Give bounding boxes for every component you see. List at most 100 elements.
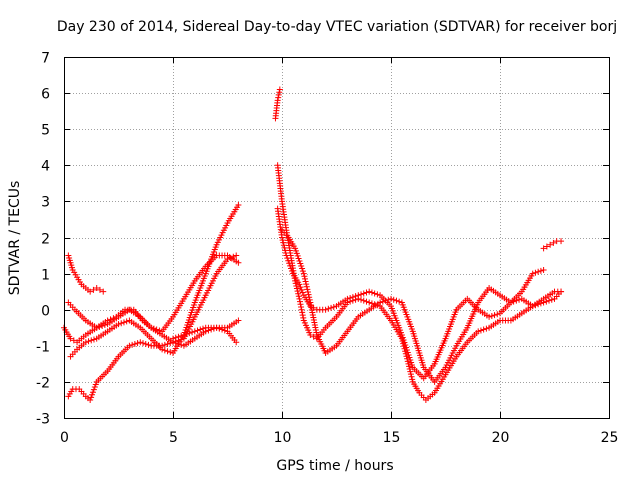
data-point [233, 252, 240, 259]
interpolated-point [88, 394, 95, 401]
interpolated-point [374, 291, 381, 298]
interpolated-point [294, 288, 301, 295]
y-tick-label: 4 [41, 159, 50, 175]
grid-lines [64, 57, 609, 418]
interpolated-point [300, 314, 307, 321]
data-point [93, 285, 100, 292]
interpolated-point [303, 283, 310, 290]
interpolated-point [175, 333, 182, 340]
interpolated-point [368, 300, 375, 307]
interpolated-point [123, 318, 130, 325]
data-point [93, 324, 100, 331]
interpolated-point [293, 282, 300, 289]
interpolated-point [328, 304, 335, 311]
interpolated-point [305, 291, 312, 298]
data-point [126, 342, 133, 349]
interpolated-point [363, 289, 370, 296]
interpolated-point [282, 249, 289, 256]
interpolated-point [363, 298, 370, 305]
interpolated-point [161, 341, 168, 348]
interpolated-point [406, 363, 413, 370]
y-axis-label: SDTVAR / TECUs [7, 181, 23, 296]
interpolated-point [550, 239, 557, 246]
interpolated-point [118, 320, 125, 327]
interpolated-point [293, 285, 300, 292]
interpolated-point [199, 325, 206, 332]
interpolated-point [295, 293, 302, 300]
plot-frame [64, 57, 610, 419]
x-tick-label: 0 [60, 430, 69, 446]
interpolated-point [298, 286, 305, 293]
data-point [191, 328, 198, 335]
interpolated-point [164, 348, 171, 355]
interpolated-point [85, 338, 92, 345]
interpolated-point [371, 290, 378, 297]
interpolated-point [360, 290, 367, 297]
interpolated-point [279, 237, 286, 244]
interpolated-point [543, 243, 550, 250]
x-axis-label: GPS time / hours [276, 458, 393, 474]
interpolated-point [407, 371, 414, 378]
interpolated-point [227, 254, 234, 261]
interpolated-point [134, 340, 141, 347]
interpolated-point [156, 327, 163, 334]
data-point [540, 266, 547, 273]
y-tick-label: 7 [41, 51, 50, 67]
interpolated-point [281, 244, 288, 251]
interpolated-point [189, 329, 196, 336]
interpolated-point [295, 255, 302, 262]
interpolated-point [172, 334, 179, 341]
interpolated-point [284, 255, 291, 262]
interpolated-point [280, 242, 287, 249]
axis-ticks [64, 57, 610, 419]
interpolated-point [483, 325, 490, 332]
data-point [344, 295, 351, 302]
y-tick-label: 3 [41, 195, 50, 211]
interpolated-point [294, 252, 301, 259]
data-point [529, 270, 536, 277]
interpolated-point [197, 326, 204, 333]
interpolated-point [142, 340, 149, 347]
x-tick-label: 10 [274, 430, 292, 446]
interpolated-point [297, 301, 304, 308]
interpolated-point [186, 330, 193, 337]
interpolated-point [304, 286, 311, 293]
data-point [159, 342, 166, 349]
interpolated-point [101, 322, 108, 329]
data-point [224, 256, 231, 263]
data-point [180, 331, 187, 338]
interpolated-point [275, 91, 282, 98]
interpolated-point [298, 263, 305, 270]
interpolated-point [368, 289, 375, 296]
interpolated-point [178, 332, 185, 339]
interpolated-point [385, 296, 392, 303]
interpolated-point [131, 340, 138, 347]
data-point [274, 97, 281, 104]
interpolated-point [301, 273, 308, 280]
interpolated-point [164, 340, 171, 347]
data-point [405, 360, 412, 367]
interpolated-point [96, 286, 103, 293]
interpolated-point [99, 322, 106, 329]
interpolated-point [286, 260, 293, 267]
interpolated-point [303, 281, 310, 288]
data-point [87, 396, 94, 403]
interpolated-point [88, 337, 95, 344]
interpolated-point [548, 296, 555, 303]
x-tick-labels: 0 5 10 15 20 25 [60, 430, 618, 446]
interpolated-point [306, 296, 313, 303]
interpolated-point [516, 296, 523, 303]
interpolated-point [358, 291, 365, 298]
data-point [388, 295, 394, 302]
data-point [170, 335, 176, 342]
interpolated-point [70, 337, 77, 344]
interpolated-point [299, 265, 306, 272]
interpolated-point [535, 268, 542, 275]
interpolated-point [396, 298, 403, 305]
interpolated-point [287, 262, 294, 269]
interpolated-point [298, 303, 305, 310]
interpolated-point [285, 257, 292, 264]
y-tick-label: -2 [36, 376, 50, 392]
interpolated-point [299, 268, 306, 275]
data-point [475, 328, 482, 335]
